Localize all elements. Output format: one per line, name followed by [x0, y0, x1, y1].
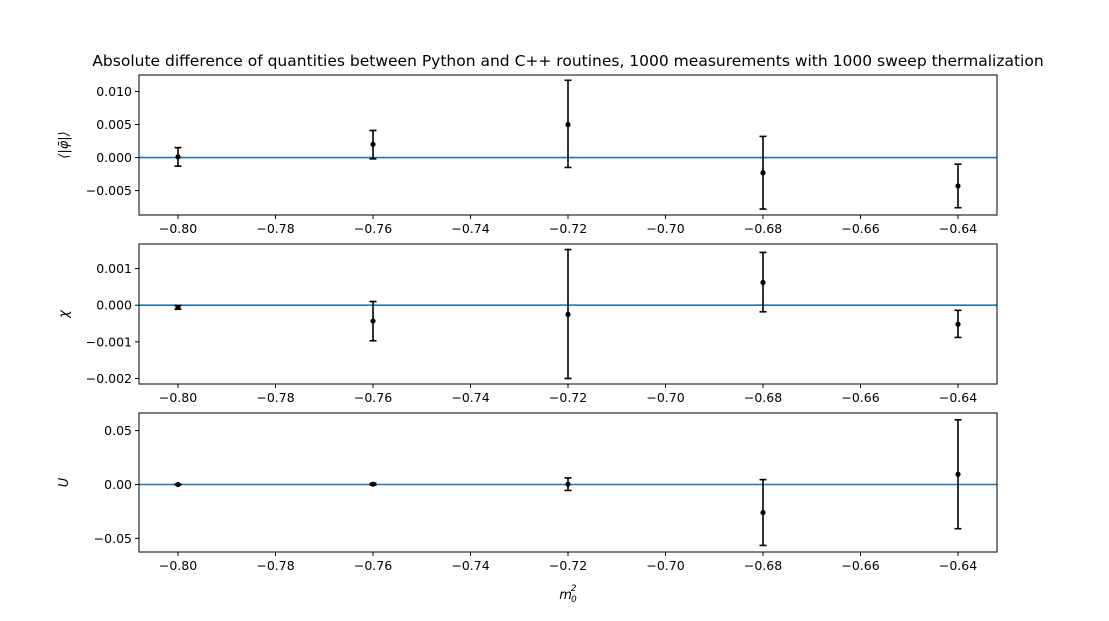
- phi-data-point: [175, 154, 181, 160]
- u-x-tick-label: −0.78: [256, 558, 294, 573]
- phi-y-tick-label: −0.005: [86, 183, 132, 198]
- phi-y-tick-label: 0.000: [96, 150, 132, 165]
- chi-x-tick-label: −0.70: [646, 390, 684, 405]
- phi-x-tick-label: −0.80: [159, 221, 197, 236]
- x-axis-label-sub: 0: [571, 595, 577, 605]
- u-x-tick-label: −0.64: [939, 558, 977, 573]
- chi-x-tick-label: −0.80: [159, 390, 197, 405]
- chi-data-point: [370, 318, 376, 324]
- figure-title: Absolute difference of quantities betwee…: [92, 52, 1043, 70]
- u-y-tick-label: −0.05: [94, 531, 132, 546]
- u-data-point: [370, 481, 376, 487]
- subplot-u: −0.80 −0.78 −0.76 −0.74 −0.72 −0.70 −0.68 −0.66…: [57, 412, 998, 573]
- phi-x-tick-label: −0.74: [451, 221, 489, 236]
- chi-x-tick-label: −0.74: [451, 390, 489, 405]
- phi-x-tick-label: −0.78: [256, 221, 294, 236]
- u-x-tick-label: −0.68: [744, 558, 782, 573]
- phi-data-point: [760, 170, 766, 176]
- chi-y-tick-label: −0.001: [86, 334, 132, 349]
- u-x-tick-label: −0.74: [451, 558, 489, 573]
- u-x-tick-label: −0.66: [841, 558, 879, 573]
- subplot-chi: −0.80 −0.78 −0.76 −0.74 −0.72 −0.70 −0.68 −0.66…: [57, 243, 998, 405]
- u-x-tick-label: −0.72: [549, 558, 587, 573]
- chi-y-tick-label: −0.002: [86, 371, 132, 386]
- chi-y-tick-label: 0.001: [96, 261, 132, 276]
- phi-x-tick-label: −0.70: [646, 221, 684, 236]
- u-x-tick-label: −0.80: [159, 558, 197, 573]
- subplot-phi: −0.80 −0.78 −0.76 −0.74 −0.72 −0.70 −0.68 −0.66…: [57, 74, 998, 236]
- u-x-tick-label: −0.76: [354, 558, 392, 573]
- phi-data-point: [370, 141, 376, 147]
- chi-x-tick-label: −0.68: [744, 390, 782, 405]
- u-x-tick-label: −0.70: [646, 558, 684, 573]
- chi-x-tick-label: −0.64: [939, 390, 977, 405]
- phi-data-point: [955, 183, 961, 189]
- phi-x-tick-label: −0.72: [549, 221, 587, 236]
- chi-x-tick-label: −0.72: [549, 390, 587, 405]
- x-axis-label-base: m: [559, 588, 572, 603]
- chi-data-point: [175, 304, 181, 311]
- phi-y-tick-label: 0.010: [96, 84, 132, 99]
- phi-x-tick-label: −0.68: [744, 221, 782, 236]
- u-y-tick-label: 0.00: [104, 477, 132, 492]
- chi-data-point: [955, 321, 961, 327]
- phi-y-axis-label: ⟨|φ̄|⟩: [57, 131, 72, 158]
- phi-y-tick-label: 0.005: [96, 117, 132, 132]
- x-axis-label-sup: 2: [571, 584, 577, 594]
- chi-x-tick-label: −0.76: [354, 390, 392, 405]
- chi-y-axis-label: χ: [57, 309, 72, 319]
- chi-y-tick-label: 0.000: [96, 298, 132, 313]
- u-data-point: [565, 481, 571, 487]
- phi-x-tick-label: −0.64: [939, 221, 977, 236]
- chi-data-point: [760, 279, 766, 286]
- phi-x-tick-label: −0.66: [841, 221, 879, 236]
- u-y-axis-label: U: [57, 477, 72, 487]
- u-data-point: [955, 471, 961, 477]
- x-axis-label: m02: [559, 584, 577, 605]
- phi-x-tick-label: −0.76: [354, 221, 392, 236]
- u-data-point: [760, 509, 766, 516]
- chi-data-point: [565, 311, 571, 317]
- chi-x-tick-label: −0.78: [256, 390, 294, 405]
- chi-x-tick-label: −0.66: [841, 390, 879, 405]
- phi-data-point: [565, 121, 571, 128]
- u-data-point: [175, 481, 181, 488]
- u-y-tick-label: 0.05: [104, 423, 132, 438]
